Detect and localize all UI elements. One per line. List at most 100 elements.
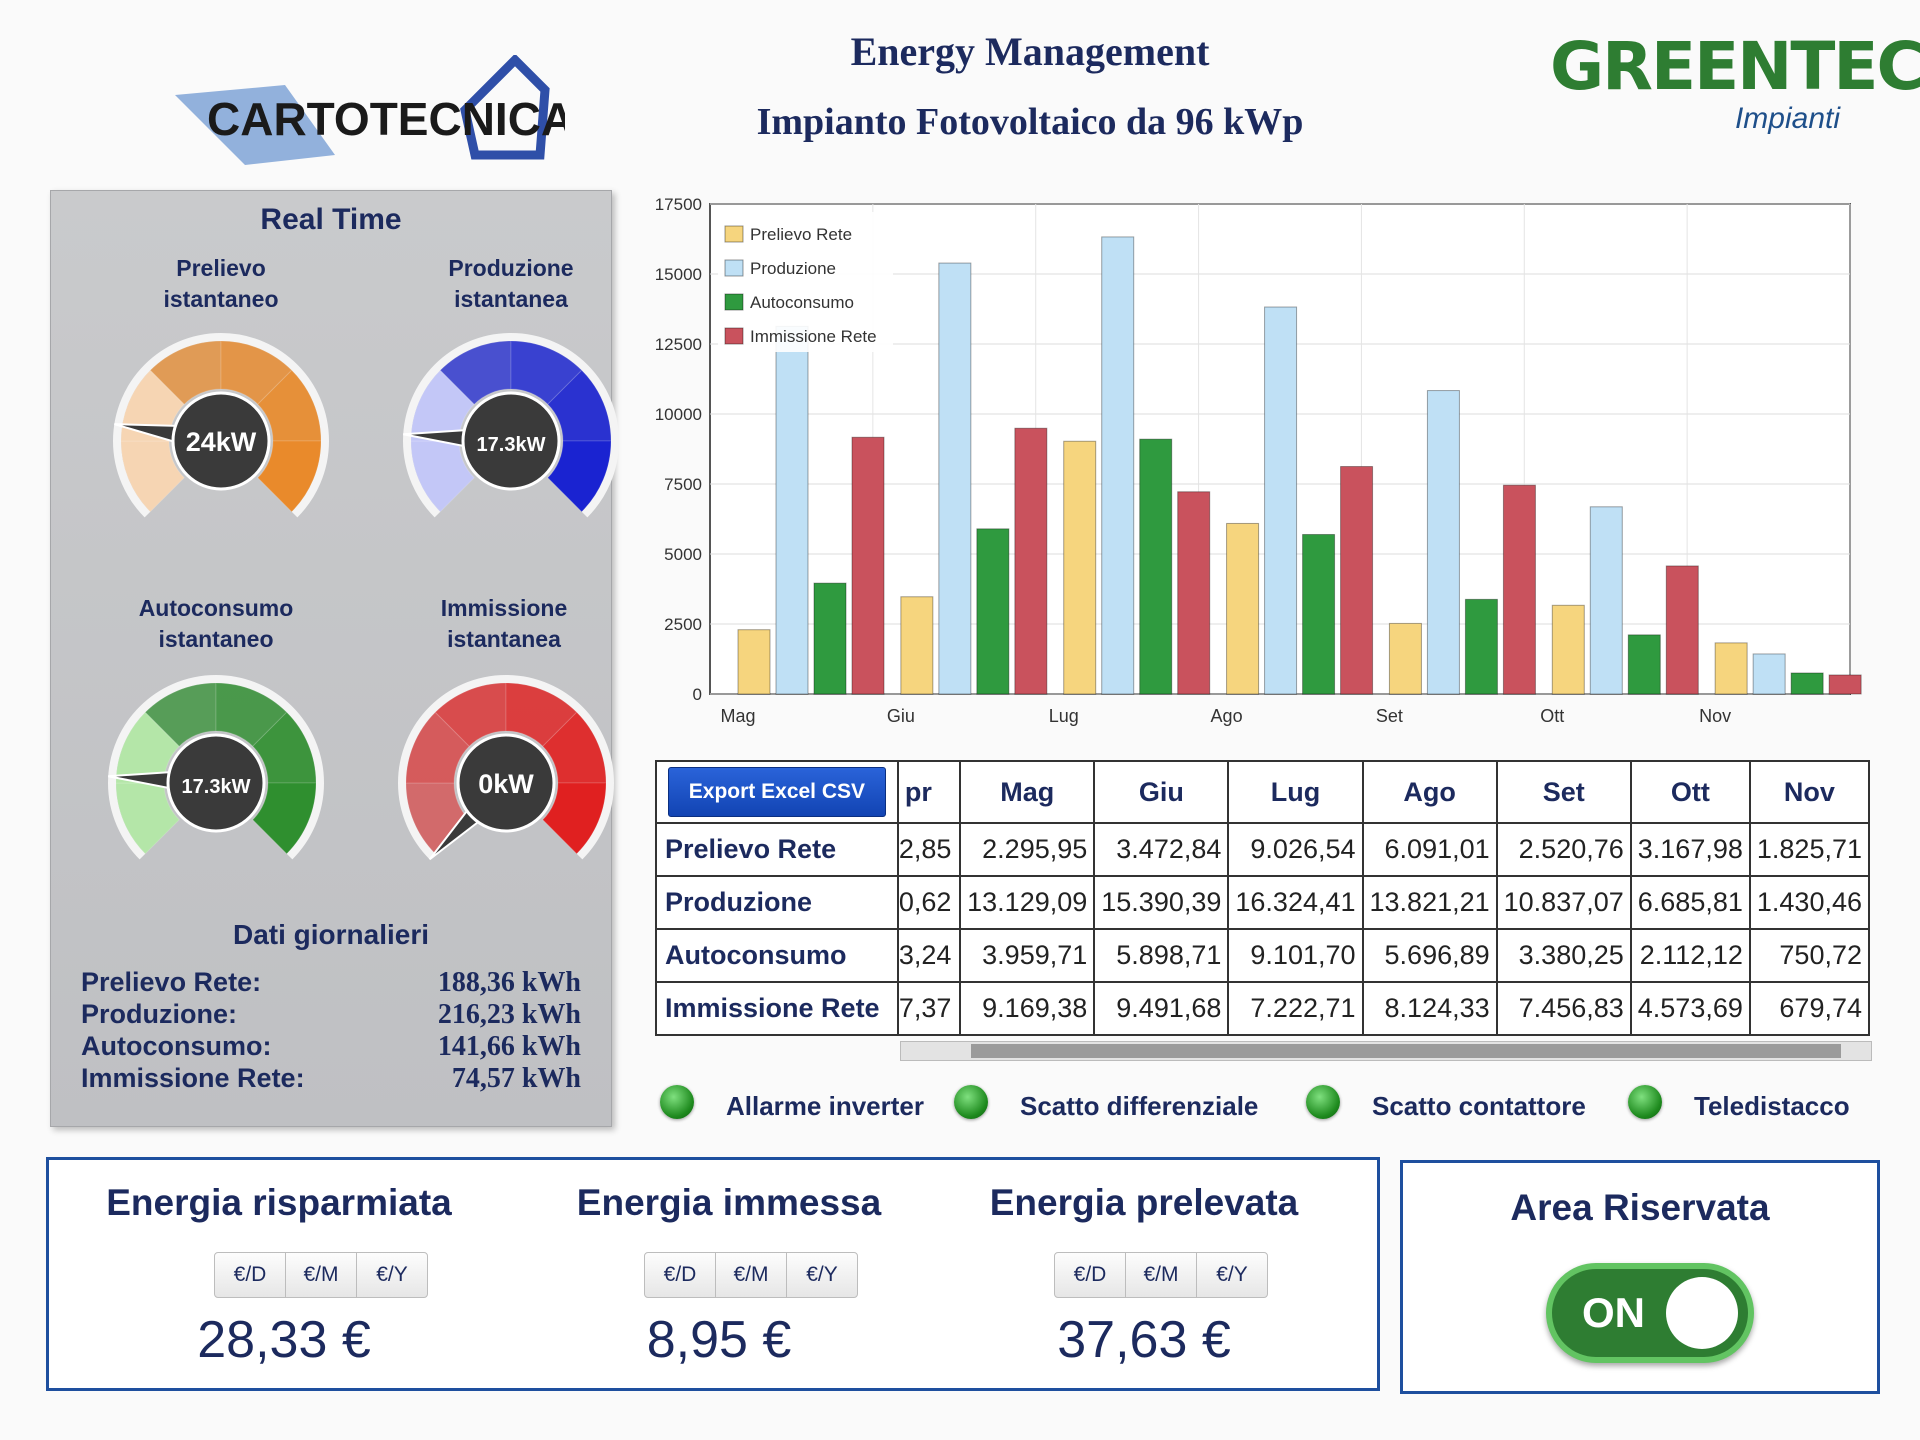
data-table-container: Export Excel CSV pr Mag Giu Lug Ago Set … — [655, 760, 1870, 1060]
table-cell: 7.456,83 — [1495, 981, 1632, 1036]
table-cell: 679,74 — [1748, 981, 1870, 1036]
bar-produzione — [1589, 506, 1623, 695]
table-cell: 9.101,70 — [1227, 928, 1364, 983]
x-tick-label: Nov — [1699, 706, 1731, 726]
table-row: Immissione Rete 7,37 9.169,38 9.491,68 7.222… — [655, 981, 1870, 1036]
reserved-area-toggle[interactable]: ON — [1546, 1263, 1754, 1363]
bar-prelievo-rete — [737, 629, 771, 695]
table-cell: 5.696,89 — [1361, 928, 1498, 983]
scrollbar-thumb[interactable] — [971, 1044, 1841, 1058]
energy-value: 37,63 € — [1057, 1311, 1231, 1369]
table-corner: Export Excel CSV — [655, 760, 899, 824]
gauge-prelievo: 24kW — [113, 333, 329, 518]
period-day-button[interactable]: €/D — [1055, 1253, 1126, 1297]
y-tick-label: 15000 — [655, 265, 702, 284]
bar-autoconsumo — [813, 582, 847, 695]
status-led-icon — [660, 1085, 694, 1119]
toggle-label: ON — [1582, 1289, 1645, 1336]
period-year-button[interactable]: €/Y — [1216, 1263, 1248, 1286]
bar-produzione — [1426, 390, 1460, 695]
table-cell: 4.573,69 — [1629, 981, 1751, 1036]
y-tick-label: 7500 — [664, 475, 702, 494]
bar-prelievo-rete — [900, 596, 934, 695]
period-month-button[interactable]: €/M — [286, 1253, 357, 1297]
bar-autoconsumo — [1790, 672, 1824, 695]
daily-row-prelievo: Prelievo Rete: 188,36 kWh — [81, 967, 581, 998]
x-tick-label: Mag — [720, 706, 755, 726]
gauge-label-immissione: Immissione istantanea — [440, 595, 568, 652]
x-tick-label: Giu — [887, 706, 915, 726]
realtime-panel: Real Time Prelievo istantaneo Produzione i… — [50, 190, 619, 1127]
period-selector: €/D €/M €/Y — [214, 1252, 428, 1298]
table-horizontal-scrollbar[interactable] — [900, 1041, 1872, 1061]
bar-produzione — [1101, 236, 1135, 695]
period-selector: €/D €/M €/Y — [644, 1252, 858, 1298]
table-cell: 1.825,71 — [1748, 822, 1870, 877]
svg-text:CARTOTECNICA SEI: CARTOTECNICA SEI — [207, 93, 565, 145]
page-title: Energy Management — [850, 29, 1210, 74]
daily-row-immissione: Immissione Rete: 74,57 kWh — [81, 1063, 581, 1094]
energy-prelevata: Energia prelevata €/D €/M €/Y 37,63 € — [944, 1160, 1384, 1388]
bar-autoconsumo — [1464, 598, 1498, 695]
y-tick-label: 0 — [693, 685, 702, 704]
table-header-month: pr — [896, 760, 962, 824]
table-cell: 2.295,95 — [959, 822, 1096, 877]
energy-value: 28,33 € — [197, 1311, 371, 1369]
gauge-value: 17.3kW — [182, 776, 251, 798]
bar-autoconsumo — [976, 528, 1010, 695]
status-led-icon — [1306, 1085, 1340, 1119]
y-tick-label: 5000 — [664, 545, 702, 564]
period-day-button[interactable]: €/D — [215, 1253, 286, 1297]
bar-immissione-rete — [1665, 565, 1699, 695]
gauge-value: 24kW — [186, 427, 257, 457]
period-month-button[interactable]: €/M — [1126, 1253, 1197, 1297]
table-cell: 16.324,41 — [1227, 875, 1364, 930]
table-cell: 3,24 — [896, 928, 962, 983]
x-tick-label: Ago — [1211, 706, 1243, 726]
table-cell: 2.112,12 — [1629, 928, 1751, 983]
table-cell: 7.222,71 — [1227, 981, 1364, 1036]
bar-immissione-rete — [1502, 484, 1536, 695]
table-header-month: Mag — [959, 760, 1096, 824]
table-cell: 9.026,54 — [1227, 822, 1364, 877]
period-year-button[interactable]: €/Y — [376, 1263, 408, 1286]
bar-prelievo-rete — [1063, 440, 1097, 695]
bar-autoconsumo — [1139, 438, 1173, 695]
period-day-button[interactable]: €/D — [645, 1253, 716, 1297]
legend-swatch — [724, 327, 744, 345]
table-cell: 0,62 — [896, 875, 962, 930]
daily-row-produzione: Produzione: 216,23 kWh — [81, 999, 581, 1030]
y-tick-label: 10000 — [655, 405, 702, 424]
legend-label: Autoconsumo — [750, 293, 854, 312]
table-cell: 7,37 — [896, 981, 962, 1036]
reserved-area-box: Area Riservata ON — [1400, 1160, 1880, 1394]
table-header-month: Set — [1495, 760, 1632, 824]
table-header-month: Nov — [1748, 760, 1870, 824]
x-tick-label: Lug — [1049, 706, 1079, 726]
table-cell: 9.491,68 — [1093, 981, 1230, 1036]
bar-produzione — [938, 262, 972, 695]
table-header-month: Giu — [1093, 760, 1230, 824]
bar-autoconsumo — [1627, 634, 1661, 695]
period-year-button[interactable]: €/Y — [806, 1263, 838, 1286]
table-row: Produzione 0,62 13.129,09 15.390,39 16.324,4… — [655, 875, 1870, 930]
table-cell: 13.821,21 — [1361, 875, 1498, 930]
export-csv-button[interactable]: Export Excel CSV — [667, 767, 887, 817]
daily-title: Dati giornalieri — [232, 919, 430, 950]
bar-immissione-rete — [851, 436, 885, 695]
table-cell: 3.959,71 — [959, 928, 1096, 983]
legend-label: Produzione — [750, 259, 836, 278]
realtime-title: Real Time — [260, 203, 402, 236]
period-month-button[interactable]: €/M — [716, 1253, 787, 1297]
data-table: Export Excel CSV pr Mag Giu Lug Ago Set … — [655, 760, 1870, 1036]
gauge-value: 17.3kW — [477, 434, 546, 456]
table-cell: 6.685,81 — [1629, 875, 1751, 930]
table-cell: 3.380,25 — [1495, 928, 1632, 983]
table-cell: 6.091,01 — [1361, 822, 1498, 877]
table-header-month: Lug — [1227, 760, 1364, 824]
table-cell: 750,72 — [1748, 928, 1870, 983]
gauge-label-prelievo: Prelievo istantaneo — [163, 255, 279, 312]
table-cell: 8.124,33 — [1361, 981, 1498, 1036]
gauge-produzione: 17.3kW — [403, 333, 619, 518]
bar-produzione — [775, 325, 809, 695]
